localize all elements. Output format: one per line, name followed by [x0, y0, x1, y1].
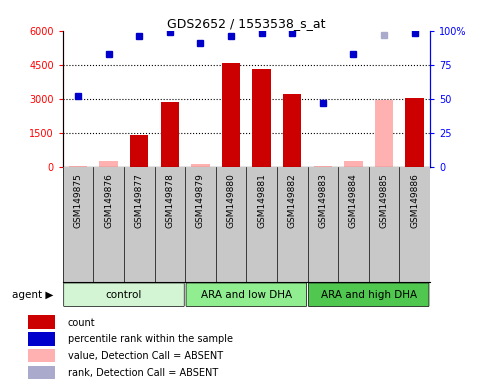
- Bar: [28, 332, 55, 346]
- Bar: [28, 349, 55, 362]
- Text: value, Detection Call = ABSENT: value, Detection Call = ABSENT: [68, 351, 223, 361]
- Text: GSM149877: GSM149877: [135, 173, 144, 228]
- Bar: [99, 161, 118, 167]
- Text: ARA and high DHA: ARA and high DHA: [321, 290, 417, 300]
- Text: GSM149880: GSM149880: [227, 173, 236, 228]
- Bar: [191, 164, 210, 167]
- Text: GSM149884: GSM149884: [349, 173, 358, 228]
- Bar: [69, 166, 87, 167]
- Text: GSM149885: GSM149885: [380, 173, 388, 228]
- FancyBboxPatch shape: [64, 283, 184, 306]
- Text: count: count: [68, 318, 95, 328]
- Bar: [161, 102, 179, 167]
- Text: ARA and low DHA: ARA and low DHA: [201, 290, 292, 300]
- Bar: [28, 366, 55, 379]
- Bar: [405, 98, 424, 167]
- Bar: [222, 63, 240, 167]
- Text: GSM149876: GSM149876: [104, 173, 113, 228]
- Title: GDS2652 / 1553538_s_at: GDS2652 / 1553538_s_at: [167, 17, 326, 30]
- Text: GSM149881: GSM149881: [257, 173, 266, 228]
- Text: agent ▶: agent ▶: [12, 290, 53, 300]
- Bar: [253, 69, 271, 167]
- Text: GSM149882: GSM149882: [288, 173, 297, 228]
- Bar: [313, 166, 332, 167]
- Text: GSM149879: GSM149879: [196, 173, 205, 228]
- Text: control: control: [106, 290, 142, 300]
- FancyBboxPatch shape: [186, 283, 307, 306]
- FancyBboxPatch shape: [309, 283, 429, 306]
- Text: rank, Detection Call = ABSENT: rank, Detection Call = ABSENT: [68, 368, 218, 378]
- Text: percentile rank within the sample: percentile rank within the sample: [68, 334, 233, 344]
- Bar: [283, 94, 301, 167]
- Text: GSM149886: GSM149886: [410, 173, 419, 228]
- Bar: [130, 134, 148, 167]
- Bar: [28, 315, 55, 329]
- Text: GSM149883: GSM149883: [318, 173, 327, 228]
- Text: GSM149875: GSM149875: [73, 173, 83, 228]
- Text: GSM149878: GSM149878: [165, 173, 174, 228]
- Bar: [375, 100, 393, 167]
- Bar: [344, 161, 363, 167]
